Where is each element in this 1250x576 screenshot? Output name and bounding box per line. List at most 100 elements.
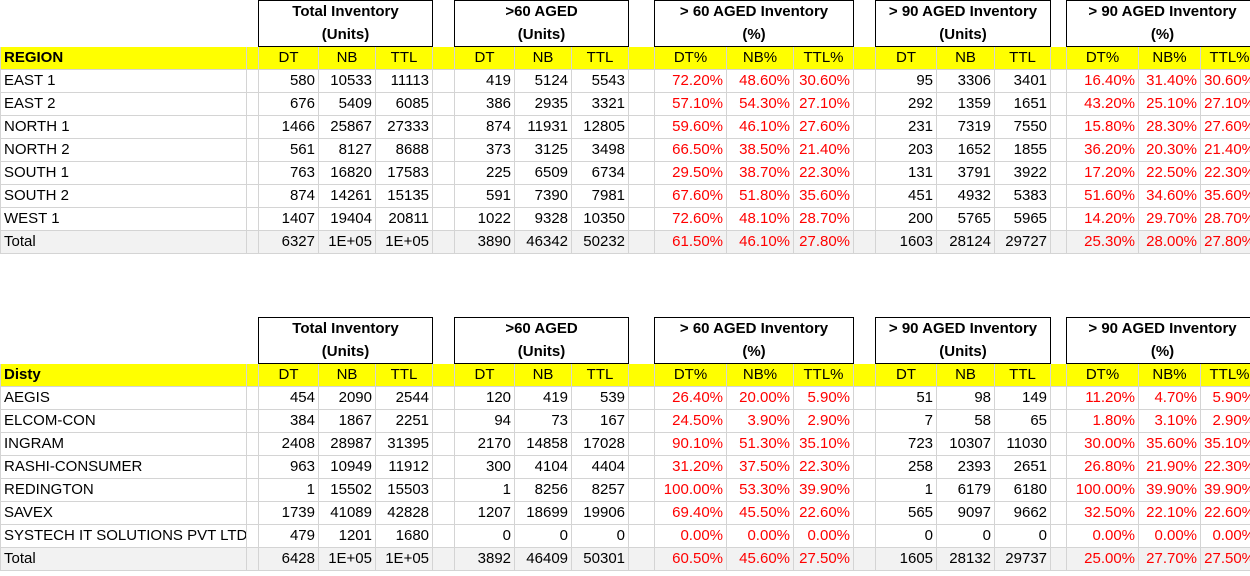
value-cell[interactable]: 2170 — [454, 432, 516, 456]
value-cell[interactable]: 16820 — [318, 161, 376, 185]
value-cell[interactable]: 9662 — [994, 501, 1052, 525]
value-cell[interactable]: 8256 — [514, 478, 573, 502]
value-cell[interactable]: 0.00% — [1200, 524, 1250, 548]
value-cell[interactable]: 5765 — [936, 207, 996, 231]
value-cell[interactable]: 27.70% — [1138, 547, 1202, 571]
value-cell[interactable]: 45.60% — [726, 547, 795, 571]
value-cell[interactable]: 0.00% — [654, 524, 728, 548]
value-cell[interactable]: 1605 — [875, 547, 938, 571]
value-cell[interactable]: 1466 — [258, 115, 319, 139]
value-cell[interactable]: 69.40% — [654, 501, 728, 525]
value-cell[interactable]: 25.00% — [1066, 547, 1140, 571]
value-cell[interactable]: 29.70% — [1138, 207, 1202, 231]
value-cell[interactable]: 15503 — [375, 478, 434, 502]
value-cell[interactable]: 11.20% — [1066, 386, 1140, 410]
value-cell[interactable]: 16.40% — [1066, 69, 1140, 93]
value-cell[interactable]: 4104 — [514, 455, 573, 479]
value-cell[interactable]: 0.00% — [726, 524, 795, 548]
row-name-cell[interactable]: SAVEX — [0, 501, 247, 525]
value-cell[interactable]: 22.30% — [793, 161, 855, 185]
value-cell[interactable]: 65 — [994, 409, 1052, 433]
value-cell[interactable]: 1739 — [258, 501, 319, 525]
value-cell[interactable]: 28987 — [318, 432, 376, 456]
value-cell[interactable]: 38.70% — [726, 161, 795, 185]
value-cell[interactable]: 67.60% — [654, 184, 728, 208]
value-cell[interactable]: 676 — [258, 92, 319, 116]
value-cell[interactable]: 22.30% — [1200, 455, 1250, 479]
value-cell[interactable]: 1855 — [994, 138, 1052, 162]
row-name-cell[interactable]: REDINGTON — [0, 478, 247, 502]
value-cell[interactable]: 1E+05 — [375, 547, 434, 571]
value-cell[interactable]: 11113 — [375, 69, 434, 93]
value-cell[interactable]: 94 — [454, 409, 516, 433]
value-cell[interactable]: 39.90% — [1200, 478, 1250, 502]
value-cell[interactable]: 1680 — [375, 524, 434, 548]
value-cell[interactable]: 22.60% — [1200, 501, 1250, 525]
value-cell[interactable]: 1E+05 — [375, 230, 434, 254]
value-cell[interactable]: 0.00% — [1066, 524, 1140, 548]
value-cell[interactable]: 19906 — [571, 501, 630, 525]
value-cell[interactable]: 7319 — [936, 115, 996, 139]
value-cell[interactable]: 28.70% — [1200, 207, 1250, 231]
value-cell[interactable]: 3321 — [571, 92, 630, 116]
value-cell[interactable]: 8257 — [571, 478, 630, 502]
value-cell[interactable]: 5543 — [571, 69, 630, 93]
value-cell[interactable]: 46409 — [514, 547, 573, 571]
value-cell[interactable]: 57.10% — [654, 92, 728, 116]
value-cell[interactable]: 12805 — [571, 115, 630, 139]
value-cell[interactable]: 48.10% — [726, 207, 795, 231]
value-cell[interactable]: 1 — [454, 478, 516, 502]
value-cell[interactable]: 100.00% — [654, 478, 728, 502]
value-cell[interactable]: 292 — [875, 92, 938, 116]
value-cell[interactable]: 10533 — [318, 69, 376, 93]
value-cell[interactable]: 28124 — [936, 230, 996, 254]
value-cell[interactable]: 2544 — [375, 386, 434, 410]
row-name-cell[interactable]: Total — [0, 230, 247, 254]
value-cell[interactable]: 1407 — [258, 207, 319, 231]
value-cell[interactable]: 22.50% — [1138, 161, 1202, 185]
value-cell[interactable]: 48.60% — [726, 69, 795, 93]
value-cell[interactable]: 561 — [258, 138, 319, 162]
value-cell[interactable]: 30.00% — [1066, 432, 1140, 456]
value-cell[interactable]: 50232 — [571, 230, 630, 254]
value-cell[interactable]: 51.30% — [726, 432, 795, 456]
value-cell[interactable]: 7981 — [571, 184, 630, 208]
value-cell[interactable]: 36.20% — [1066, 138, 1140, 162]
value-cell[interactable]: 763 — [258, 161, 319, 185]
value-cell[interactable]: 28.70% — [793, 207, 855, 231]
value-cell[interactable]: 35.10% — [793, 432, 855, 456]
value-cell[interactable]: 2251 — [375, 409, 434, 433]
value-cell[interactable]: 1.80% — [1066, 409, 1140, 433]
value-cell[interactable]: 3890 — [454, 230, 516, 254]
value-cell[interactable]: 258 — [875, 455, 938, 479]
value-cell[interactable]: 34.60% — [1138, 184, 1202, 208]
value-cell[interactable]: 51 — [875, 386, 938, 410]
value-cell[interactable]: 1603 — [875, 230, 938, 254]
value-cell[interactable]: 24.50% — [654, 409, 728, 433]
value-cell[interactable]: 35.60% — [1200, 184, 1250, 208]
value-cell[interactable]: 225 — [454, 161, 516, 185]
value-cell[interactable]: 5965 — [994, 207, 1052, 231]
value-cell[interactable]: 22.30% — [793, 455, 855, 479]
value-cell[interactable]: 7390 — [514, 184, 573, 208]
value-cell[interactable]: 1201 — [318, 524, 376, 548]
value-cell[interactable]: 14261 — [318, 184, 376, 208]
value-cell[interactable]: 31.40% — [1138, 69, 1202, 93]
value-cell[interactable]: 39.90% — [1138, 478, 1202, 502]
value-cell[interactable]: 42828 — [375, 501, 434, 525]
value-cell[interactable]: 72.60% — [654, 207, 728, 231]
row-name-cell[interactable]: Total — [0, 547, 247, 571]
value-cell[interactable]: 26.80% — [1066, 455, 1140, 479]
value-cell[interactable]: 15.80% — [1066, 115, 1140, 139]
value-cell[interactable]: 50301 — [571, 547, 630, 571]
value-cell[interactable]: 20.00% — [726, 386, 795, 410]
value-cell[interactable]: 14.20% — [1066, 207, 1140, 231]
value-cell[interactable]: 2651 — [994, 455, 1052, 479]
value-cell[interactable]: 8127 — [318, 138, 376, 162]
value-cell[interactable]: 419 — [514, 386, 573, 410]
value-cell[interactable]: 51.80% — [726, 184, 795, 208]
value-cell[interactable]: 39.90% — [793, 478, 855, 502]
value-cell[interactable]: 3401 — [994, 69, 1052, 93]
value-cell[interactable]: 723 — [875, 432, 938, 456]
value-cell[interactable]: 53.30% — [726, 478, 795, 502]
